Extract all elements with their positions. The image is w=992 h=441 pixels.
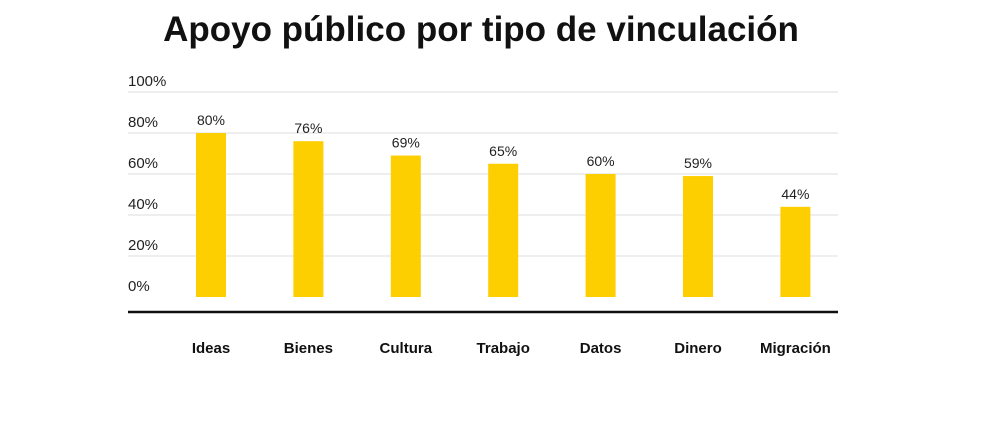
data-label: 59% <box>684 155 712 171</box>
x-axis-categories: Ideas Bienes Cultura Trabajo Datos Dinero Migr… <box>192 340 831 357</box>
y-tick-label: 20% <box>128 237 158 254</box>
y-tick-label: 100% <box>128 73 166 90</box>
data-label: 76% <box>294 120 322 136</box>
y-axis-ticks: 0% 20% 40% 60% 80% 100% <box>128 73 166 295</box>
y-tick-label: 80% <box>128 114 158 131</box>
category-label: Ideas <box>192 340 230 357</box>
y-tick-label: 0% <box>128 278 150 295</box>
data-labels: 80% 76% 69% 65% 60% 59% 44% <box>197 112 809 202</box>
bar-migración <box>780 206 811 297</box>
category-label: Datos <box>580 340 622 357</box>
category-label: Trabajo <box>477 340 530 357</box>
bars <box>196 133 811 297</box>
bar-cultura <box>390 155 421 297</box>
data-label: 65% <box>489 143 517 159</box>
chart-title: Apoyo público por tipo de vinculación <box>163 10 799 49</box>
bar-trabajo <box>488 163 519 297</box>
data-label: 69% <box>392 135 420 151</box>
category-label: Cultura <box>380 340 433 357</box>
bar-dinero <box>683 176 713 297</box>
bar-bienes <box>293 141 324 297</box>
grid-lines <box>128 91 838 257</box>
category-label: Dinero <box>674 340 722 357</box>
y-tick-label: 40% <box>128 196 158 213</box>
data-label: 60% <box>587 153 615 169</box>
bar-ideas <box>196 133 226 297</box>
category-label: Migración <box>760 340 831 357</box>
data-label: 80% <box>197 112 225 128</box>
category-label: Bienes <box>284 340 333 357</box>
bar-datos <box>585 174 616 297</box>
y-tick-label: 60% <box>128 155 158 172</box>
data-label: 44% <box>781 186 809 202</box>
